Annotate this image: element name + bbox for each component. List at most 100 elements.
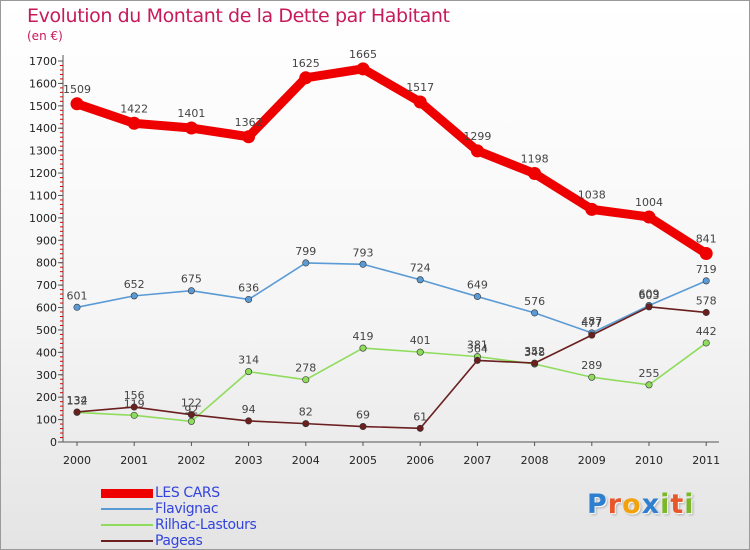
data-point	[302, 420, 310, 428]
legend-label: Pageas	[155, 533, 203, 549]
data-label: 255	[639, 367, 660, 380]
data-label: 1665	[349, 48, 377, 61]
series-line	[76, 262, 708, 334]
data-label: 419	[353, 330, 374, 343]
data-label: 401	[410, 334, 431, 347]
data-label: 134	[67, 394, 88, 407]
proxiti-logo: Proxiti	[587, 489, 695, 520]
data-point	[245, 368, 253, 376]
data-label: 1299	[463, 130, 491, 143]
data-label: 841	[696, 233, 717, 246]
data-label: 603	[639, 289, 660, 302]
y-tick-label: 1100	[29, 189, 57, 202]
y-tick-label: 600	[36, 302, 57, 315]
data-label: 314	[238, 354, 259, 367]
data-label: 381	[467, 339, 488, 352]
data-point	[645, 381, 653, 389]
x-tick-label: 2005	[349, 454, 377, 467]
legend-label: Flavignac	[155, 501, 219, 517]
y-tick-label: 1200	[29, 167, 57, 180]
y-tick-label: 200	[36, 391, 57, 404]
logo-letter: r	[607, 489, 623, 520]
data-point	[184, 121, 198, 135]
data-point	[585, 202, 599, 216]
data-label: 1198	[521, 153, 549, 166]
data-label: 94	[242, 403, 256, 416]
data-point	[416, 276, 424, 284]
logo-letter: t	[670, 489, 685, 520]
data-point	[528, 167, 542, 181]
data-point	[416, 424, 424, 432]
series-line	[76, 342, 708, 423]
data-point	[588, 331, 596, 339]
data-label: 92	[184, 403, 198, 416]
data-label: 576	[524, 295, 545, 308]
data-label: 477	[581, 317, 602, 330]
data-label: 1401	[177, 107, 205, 120]
data-label: 1004	[635, 196, 663, 209]
x-tick-label: 2006	[406, 454, 434, 467]
legend-swatch	[101, 524, 153, 526]
data-point	[699, 247, 713, 261]
data-label: 636	[238, 281, 259, 294]
data-label: 1038	[578, 188, 606, 201]
y-tick-label: 700	[36, 279, 57, 292]
y-tick-label: 100	[36, 414, 57, 427]
y-tick-label: 900	[36, 234, 57, 247]
data-label: 799	[295, 245, 316, 258]
data-point	[130, 411, 138, 419]
data-label: 1422	[120, 102, 148, 115]
y-tick-label: 1600	[29, 77, 57, 90]
data-point	[70, 97, 84, 111]
logo-letter: P	[587, 489, 608, 520]
data-label: 82	[299, 406, 313, 419]
data-point	[413, 95, 427, 109]
data-label: 1362	[235, 116, 263, 129]
data-point	[588, 373, 596, 381]
data-label: 1517	[406, 81, 434, 94]
data-label: 1509	[63, 83, 91, 96]
y-tick-label: 500	[36, 324, 57, 337]
data-point	[702, 308, 710, 316]
data-point	[302, 259, 310, 267]
data-point	[127, 116, 141, 130]
data-label: 1625	[292, 57, 320, 70]
series-pageas: 134 156 122 94 82 69 61 364 352 477 603 578	[67, 289, 717, 432]
data-label: 278	[295, 362, 316, 375]
data-label: 487	[581, 315, 602, 328]
legend-swatch	[101, 540, 153, 542]
y-tick-label: 1700	[29, 55, 57, 68]
data-label: 156	[124, 389, 145, 402]
x-tick-label: 2011	[692, 454, 720, 467]
x-tick-label: 2001	[120, 454, 148, 467]
data-point	[531, 309, 539, 317]
data-label: 132	[67, 394, 88, 407]
data-label: 609	[639, 288, 660, 301]
data-point	[645, 303, 653, 311]
data-point	[73, 408, 81, 416]
legend-swatch	[101, 508, 153, 510]
data-point	[242, 130, 256, 144]
data-label: 724	[410, 262, 431, 275]
unit-label: (en €)	[27, 29, 63, 43]
data-label: 352	[524, 345, 545, 358]
data-label: 601	[67, 289, 88, 302]
data-point	[416, 348, 424, 356]
logo-letter: x	[641, 489, 661, 520]
data-point	[187, 411, 195, 419]
series-line	[76, 306, 708, 430]
x-tick-label: 2000	[63, 454, 91, 467]
data-point	[245, 295, 253, 303]
series-les-cars: 1509 1422 1401 1362 1625 1665 1517 1299 1198 1038…	[63, 48, 717, 261]
data-point	[359, 344, 367, 352]
data-point	[73, 303, 81, 311]
data-label: 442	[696, 325, 717, 338]
data-point	[359, 260, 367, 268]
data-point	[531, 359, 539, 367]
data-label: 719	[696, 263, 717, 276]
data-label: 364	[467, 342, 488, 355]
data-point	[356, 62, 370, 76]
data-label: 122	[181, 397, 202, 410]
x-tick-label: 2008	[521, 454, 549, 467]
